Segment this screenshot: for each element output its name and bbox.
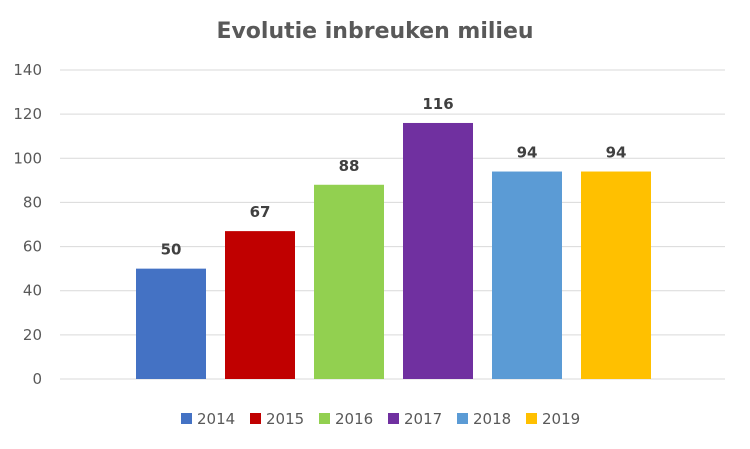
bars (136, 122, 651, 379)
y-axis-tick-labels: 0 20 40 60 80 100 120 140 (13, 61, 42, 388)
y-tick-label: 40 (23, 282, 42, 300)
bar-2014 (136, 268, 206, 379)
y-tick-label: 100 (13, 149, 42, 167)
legend: 2014 2015 2016 2017 2018 2019 (181, 410, 580, 428)
legend-swatch-2017 (388, 413, 399, 424)
legend-label-2019: 2019 (542, 410, 580, 428)
legend-label-2015: 2015 (266, 410, 304, 428)
legend-swatch-2016 (319, 413, 330, 424)
bar-2018 (492, 171, 562, 379)
bar-2015 (225, 231, 295, 379)
legend-swatch-2019 (526, 413, 537, 424)
legend-swatch-2015 (250, 413, 261, 424)
legend-swatch-2018 (457, 413, 468, 424)
y-tick-label: 80 (23, 193, 42, 211)
bar-2019 (581, 171, 651, 379)
legend-label-2014: 2014 (197, 410, 235, 428)
legend-label-2017: 2017 (404, 410, 442, 428)
data-label-2017: 116 (422, 95, 453, 113)
data-label-2018: 94 (517, 144, 538, 162)
y-tick-label: 20 (23, 326, 42, 344)
y-tick-label: 0 (32, 370, 42, 388)
bar-2016 (314, 184, 384, 379)
legend-label-2016: 2016 (335, 410, 373, 428)
data-labels: 50 67 88 116 94 94 (161, 95, 627, 259)
y-tick-label: 60 (23, 238, 42, 256)
data-label-2019: 94 (606, 144, 627, 162)
bar-2017 (403, 122, 473, 379)
data-label-2015: 67 (250, 203, 271, 221)
y-tick-label: 140 (13, 61, 42, 79)
legend-swatch-2014 (181, 413, 192, 424)
legend-label-2018: 2018 (473, 410, 511, 428)
data-label-2014: 50 (161, 241, 182, 259)
chart-title: Evolutie inbreuken milieu (216, 19, 533, 44)
y-tick-label: 120 (13, 105, 42, 123)
data-label-2016: 88 (339, 157, 360, 175)
